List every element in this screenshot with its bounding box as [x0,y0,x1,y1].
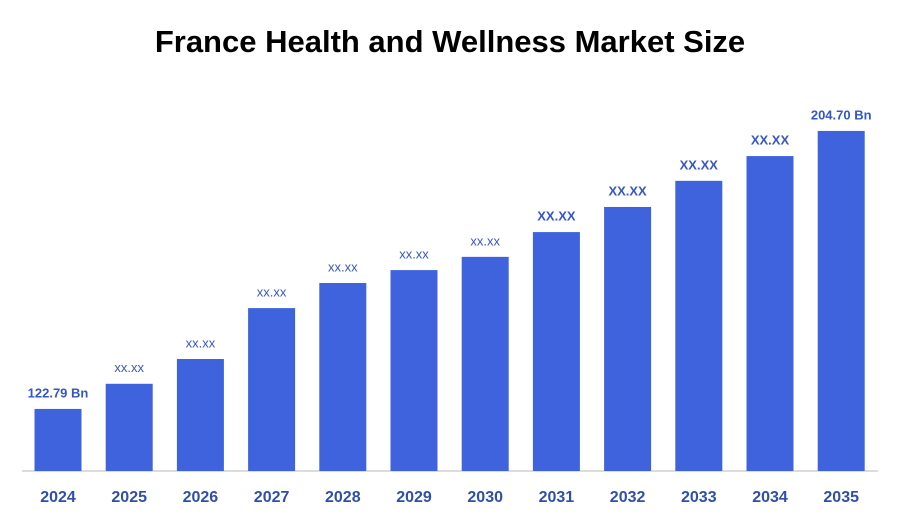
x-tick-label: 2029 [396,489,432,506]
x-tick-label: 2034 [752,489,788,506]
value-label: 122.79 Bn [28,385,89,400]
x-tick-label: 2026 [183,489,219,506]
value-label: xx.xx [257,285,287,300]
chart-title: France Health and Wellness Market Size [155,24,745,59]
bar [319,282,367,471]
bar [817,130,865,471]
bar [176,359,224,471]
x-tick-label: 2028 [325,489,361,506]
value-label: XX.XX [680,157,719,172]
bar [675,180,723,472]
bar [34,408,82,471]
x-tick-label: 2033 [681,489,717,506]
x-tick-label: 2030 [467,489,503,506]
value-label: xx.xx [186,335,216,350]
value-label: 204.70 Bn [811,107,872,122]
value-label: XX.XX [751,133,790,148]
bar [746,156,794,471]
value-label: xx.xx [470,233,500,248]
value-label: xx.xx [114,360,144,375]
bar [532,232,580,471]
value-label: XX.XX [537,209,576,224]
x-tick-label: 2035 [823,489,859,506]
value-label: xx.xx [328,259,358,274]
bar [390,270,438,471]
bar [604,206,652,472]
x-tick-label: 2032 [610,489,646,506]
bar [248,308,296,471]
x-tick-label: 2031 [539,489,575,506]
bar [105,383,153,471]
x-tick-label: 2027 [254,489,290,506]
bar [461,256,509,471]
x-tick-label: 2025 [111,489,147,506]
value-label: XX.XX [608,183,647,198]
value-label: xx.xx [399,247,429,262]
x-tick-label: 2024 [40,489,76,506]
